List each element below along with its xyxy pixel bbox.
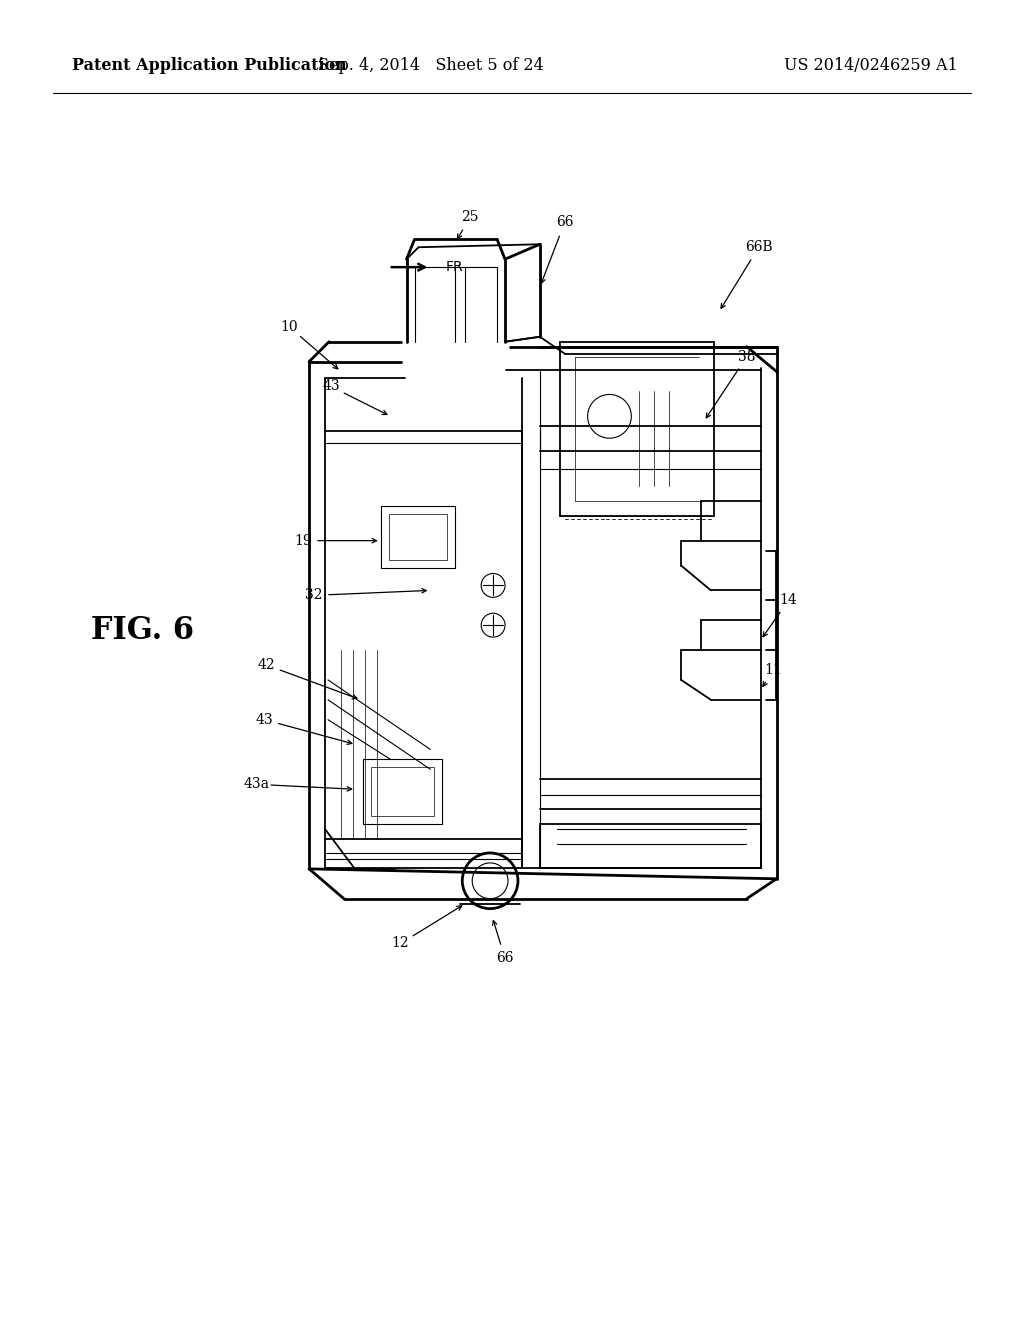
Text: 12: 12 [392, 936, 410, 950]
Bar [540, 824, 761, 867]
Text: 14: 14 [779, 593, 798, 607]
Text: 32: 32 [305, 589, 323, 602]
Bar [362, 759, 442, 824]
Text: 66: 66 [497, 952, 514, 965]
Text: 38: 38 [738, 350, 756, 363]
Text: 43: 43 [256, 713, 273, 727]
Text: 43a: 43a [244, 777, 269, 791]
Text: 10: 10 [281, 319, 298, 334]
Text: 42: 42 [257, 657, 275, 672]
Text: 66B: 66B [744, 240, 772, 255]
Text: 43: 43 [323, 379, 340, 393]
Text: FIG. 6: FIG. 6 [90, 615, 194, 645]
Text: FR: FR [445, 260, 463, 275]
Text: US 2014/0246259 A1: US 2014/0246259 A1 [783, 57, 957, 74]
Text: Sep. 4, 2014   Sheet 5 of 24: Sep. 4, 2014 Sheet 5 of 24 [317, 57, 544, 74]
Bar [381, 506, 456, 568]
Text: Patent Application Publication: Patent Application Publication [73, 57, 347, 74]
Bar [371, 767, 434, 816]
Text: 11: 11 [765, 663, 782, 677]
Text: 25: 25 [462, 210, 479, 224]
Text: 66: 66 [556, 215, 573, 230]
Bar [389, 513, 447, 560]
Text: 19: 19 [294, 533, 312, 548]
